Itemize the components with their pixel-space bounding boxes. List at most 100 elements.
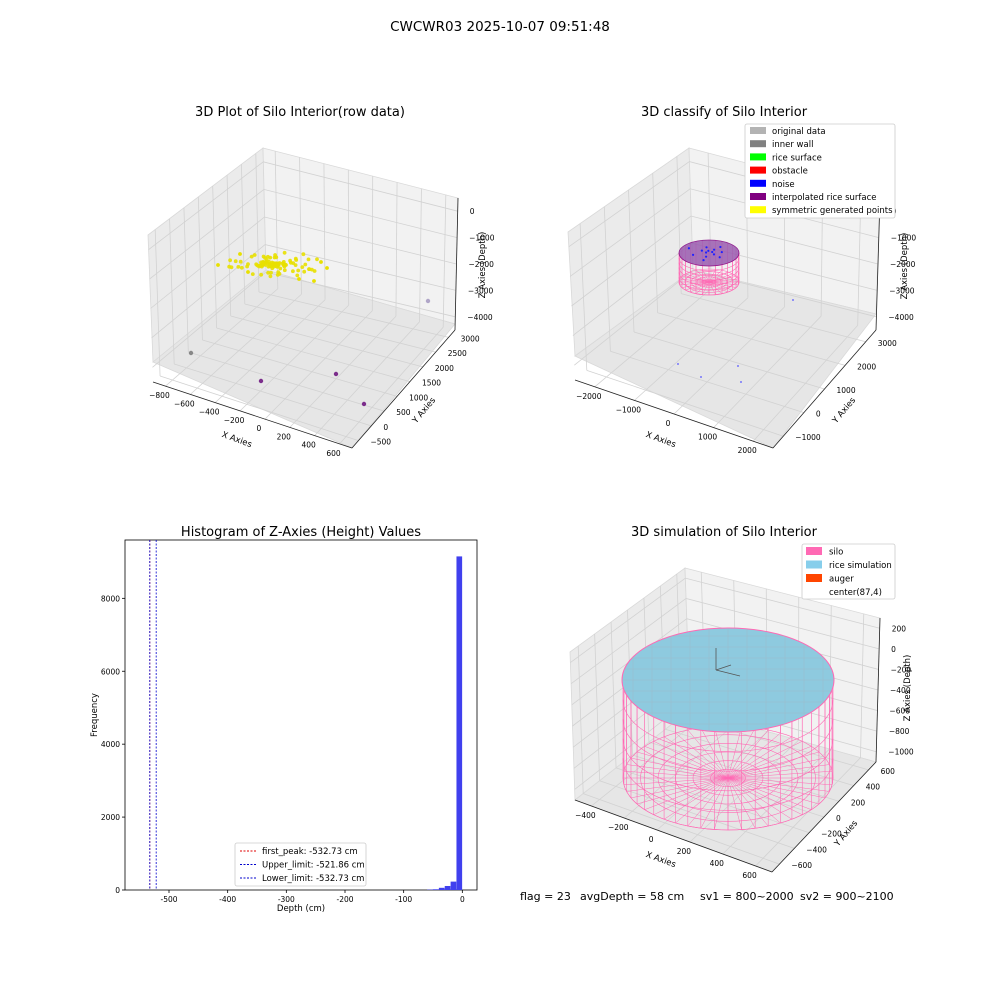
sim-legend: silo rice simulation auger center(87,4)	[801, 543, 896, 600]
z-tick-label: 0	[891, 645, 896, 654]
x-gridline	[264, 310, 373, 420]
hist-frame	[124, 539, 478, 891]
data-point	[249, 254, 254, 259]
legend-box	[801, 543, 896, 600]
z-tick-label: −3000	[889, 286, 915, 295]
sim-zlabel: Z Axies (Depth)	[903, 655, 913, 722]
center-marker	[715, 669, 741, 677]
hist-vlines	[149, 540, 157, 890]
legend-label: center(87,4)	[829, 588, 882, 598]
silo-floor-spoke	[644, 777, 729, 810]
data-point	[255, 263, 260, 268]
panel-raw-3d: 3D Plot of Silo Interior(row data) −800−…	[147, 105, 495, 458]
noise-point	[792, 299, 794, 301]
data-point	[276, 270, 281, 275]
figure-suptitle: CWCWR03 2025-10-07 09:51:48	[390, 19, 610, 35]
hist-title: Histogram of Z-Axies (Height) Values	[181, 525, 421, 540]
data-point	[300, 265, 305, 269]
rice-point	[704, 251, 708, 254]
classify-noise-points	[677, 299, 794, 383]
classify-title: 3D classify of Silo Interior	[641, 105, 808, 120]
legend-label: symmetric generated points	[772, 206, 893, 216]
z-gridline	[570, 577, 880, 663]
silo-floor-spoke	[727, 777, 820, 805]
legend-swatch	[806, 547, 822, 555]
data-point	[273, 253, 277, 257]
data-point	[239, 265, 244, 270]
z-gridline	[574, 269, 877, 366]
y-tick-label: 3000	[461, 334, 480, 343]
z-tick-label: −4000	[888, 313, 914, 322]
z-tick-label: 0	[470, 207, 475, 216]
silo-floor-spoke	[727, 757, 826, 779]
silo-floor-spoke	[687, 729, 729, 779]
silo-floor-spoke	[700, 777, 729, 829]
data-point	[282, 250, 287, 255]
data-point	[259, 264, 264, 269]
y-gridline	[159, 375, 359, 442]
rice-point	[702, 259, 705, 262]
silo-floor-spoke	[687, 777, 729, 827]
sim-title: 3D simulation of Silo Interior	[631, 525, 818, 540]
x-gridline	[214, 299, 326, 403]
raw-zlabel: Z Axies (Depth)	[478, 232, 488, 299]
legend-label: noise	[772, 180, 795, 190]
x-tick-label: 400	[302, 441, 317, 450]
silo-wall-ring	[622, 777, 834, 831]
rice-point	[712, 248, 716, 251]
x-tick-label: 600	[326, 449, 341, 458]
noise-point	[737, 365, 739, 367]
y-tick-label: 0	[836, 814, 841, 823]
x-tick-label: −400	[199, 408, 220, 417]
classify-xlabel: X Axies	[644, 430, 677, 450]
z-tick-label: −1000	[888, 748, 914, 757]
noise-point	[740, 381, 742, 383]
silo-floor-spoke	[700, 727, 729, 779]
rice-point	[704, 255, 708, 258]
z-tick-label: −400	[890, 686, 911, 695]
classify-legend: original data inner wall rice surface obsta…	[744, 123, 896, 219]
y-tick-label: 3000	[878, 339, 897, 348]
silo-floor-spoke	[623, 777, 729, 786]
silo-floor-spoke	[727, 777, 793, 820]
z-gridline	[570, 597, 880, 685]
data-point	[238, 259, 243, 264]
data-point	[268, 255, 273, 260]
data-point	[296, 268, 301, 273]
data-point	[312, 279, 316, 283]
sim-silo-wireframe	[621, 627, 835, 831]
data-point	[278, 266, 283, 271]
y-gridline	[174, 363, 372, 427]
y-axis-line	[771, 761, 877, 873]
x-tick-label: 600	[742, 871, 757, 880]
data-point	[264, 260, 269, 265]
z-tick-label: −200	[891, 665, 912, 674]
z-gridline	[152, 271, 456, 368]
data-point	[238, 252, 242, 256]
silo-floor-spoke	[727, 727, 756, 779]
x-tick-label: −400	[575, 811, 596, 820]
data-point	[325, 266, 329, 270]
silo-floor-spoke	[727, 751, 820, 779]
silo-wall-ring	[678, 267, 740, 281]
silo-floor-spoke	[675, 732, 729, 779]
data-point	[307, 267, 312, 271]
silo-floor-spoke	[708, 281, 728, 293]
y-gridline	[258, 291, 449, 338]
silo-wall-ring	[678, 262, 740, 276]
silo-floor-spoke	[727, 741, 803, 779]
hist-legend: first_peak: -532.73 cm Upper_limit: -521.…	[234, 842, 367, 887]
y-tick-label: 0	[383, 423, 388, 432]
y-gridline	[586, 370, 784, 437]
silo-wall-ring	[622, 699, 834, 752]
silo-floor-spoke	[708, 278, 739, 283]
data-point	[269, 270, 273, 275]
raw-points	[188, 250, 431, 407]
legend-swatch	[806, 560, 822, 569]
z-tick-label: −4000	[467, 313, 493, 322]
interpolated-rice-surface	[678, 239, 740, 267]
data-point	[252, 253, 257, 257]
sim-xlabel: X Axies	[644, 850, 677, 870]
legend-label: Upper_limit: -521.86 cm	[262, 861, 365, 871]
x-gridline	[339, 326, 444, 445]
